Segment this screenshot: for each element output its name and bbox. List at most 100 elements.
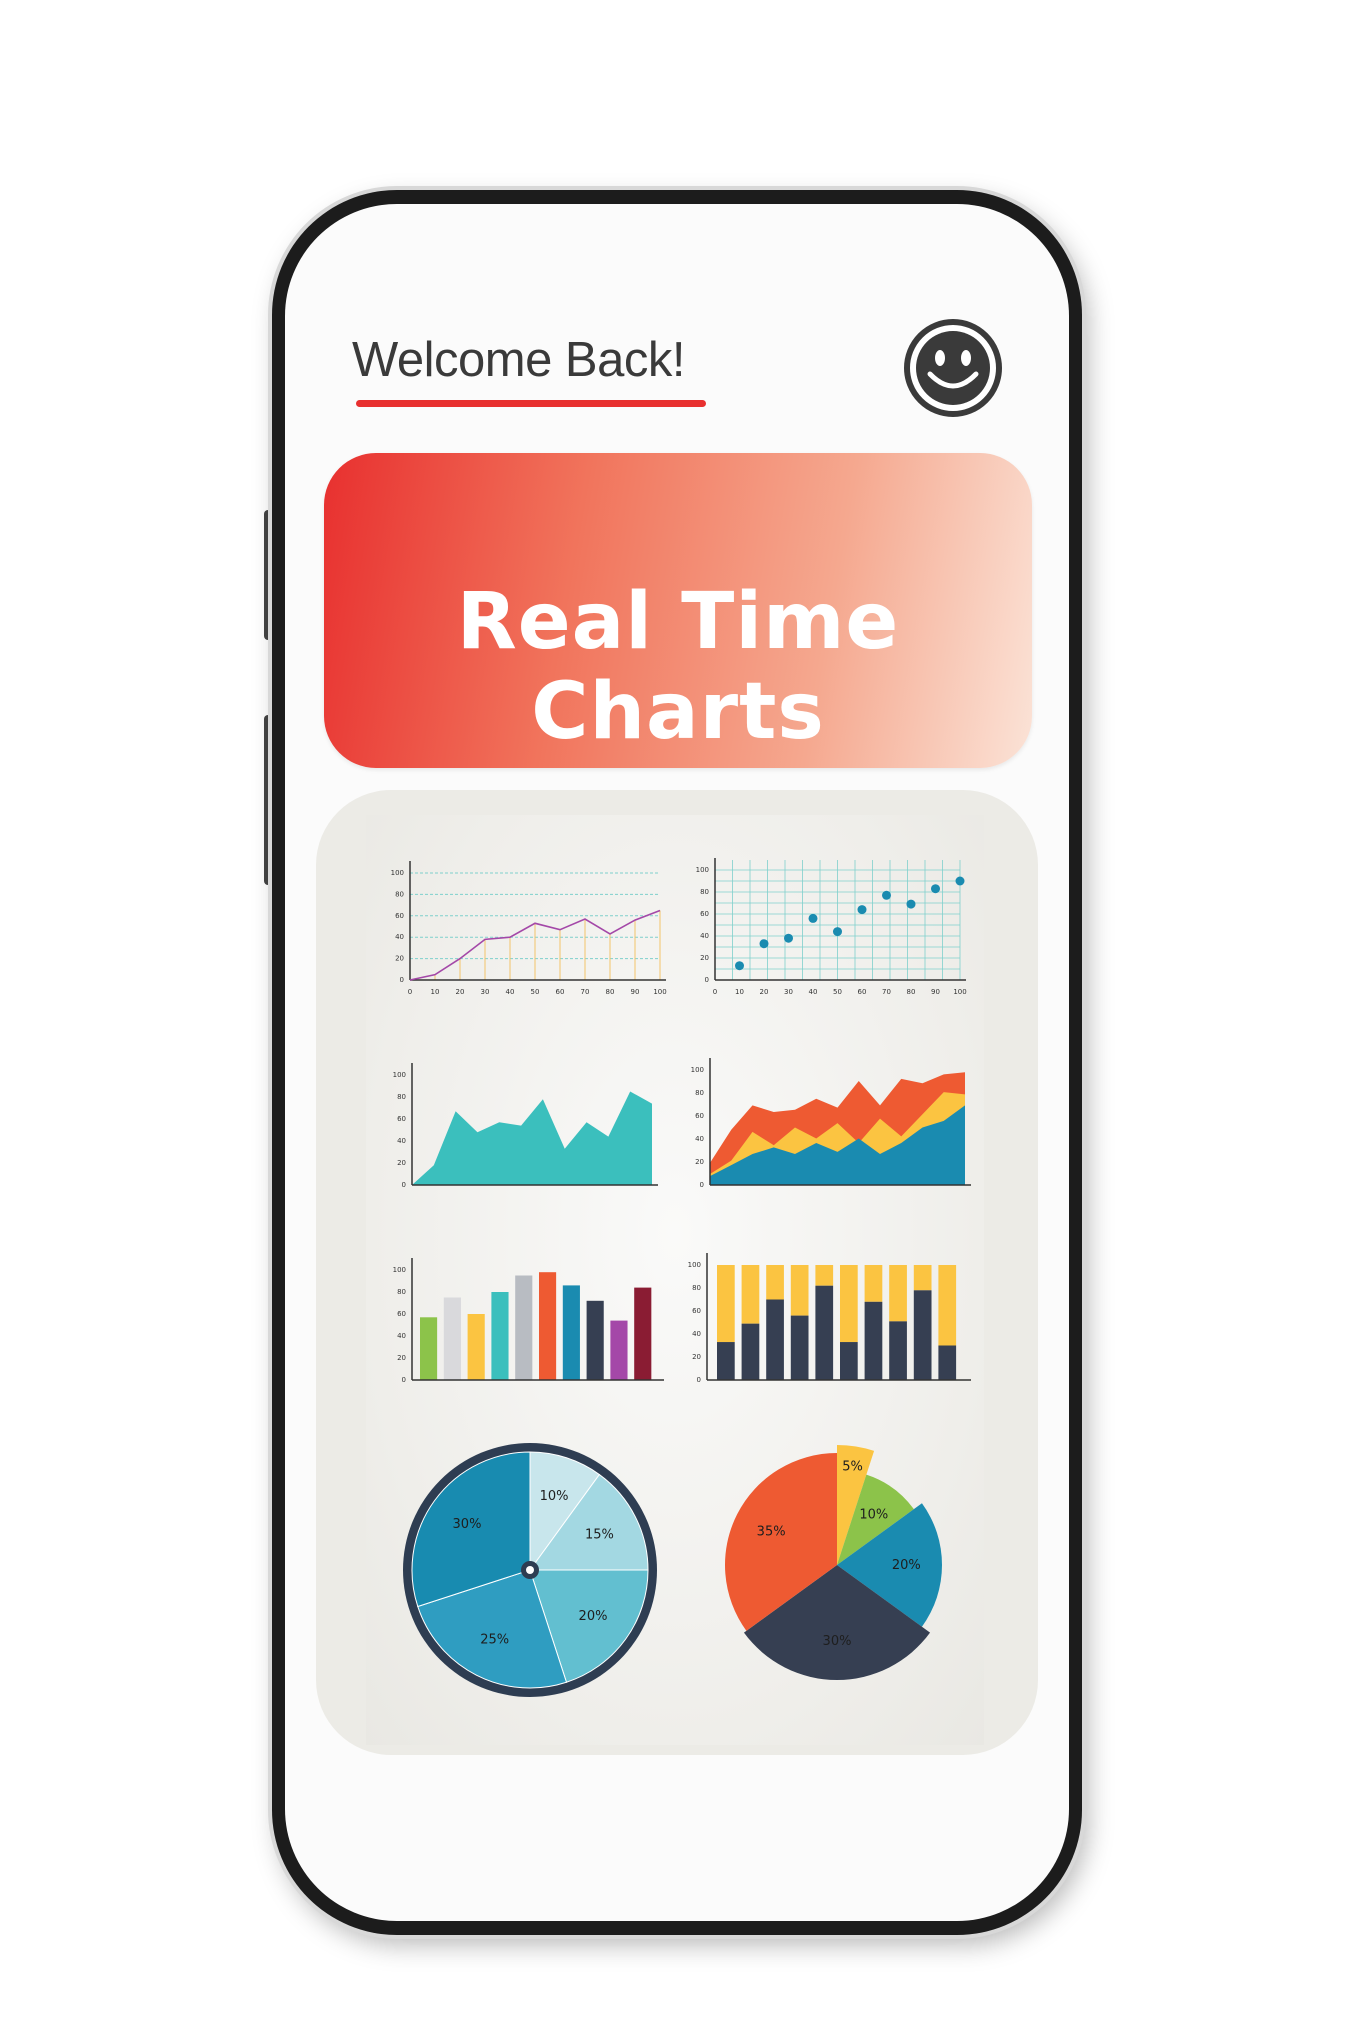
bar-chart-bar xyxy=(634,1287,652,1380)
bar-chart-bar xyxy=(491,1292,509,1380)
stacked-bar-chart-top-segment xyxy=(864,1265,883,1302)
volume-up-button[interactable] xyxy=(264,510,274,640)
welcome-heading: Welcome Back! xyxy=(352,333,685,387)
stacked-area-chart-ytick-label: 80 xyxy=(695,1089,704,1097)
scatter-chart-ytick-label: 0 xyxy=(705,976,709,984)
scatter-chart-point xyxy=(735,961,744,971)
scatter-chart-ytick-label: 80 xyxy=(700,888,709,896)
pie-chart-blue-slice xyxy=(529,1569,649,1683)
pie-chart-exploded-slice xyxy=(837,1503,942,1627)
scatter-chart-point xyxy=(906,899,916,909)
area-chart-area xyxy=(412,1091,652,1185)
scatter-chart-point xyxy=(833,927,842,937)
line-chart-ytick-label: 60 xyxy=(395,912,404,920)
pie-chart-exploded-slice-label: 10% xyxy=(859,1507,888,1522)
area-chart-ytick-label: 100 xyxy=(393,1071,406,1079)
scatter-chart[interactable]: 0 20 40 60 80 100 0 10 20 30 40 50 60 70 80 90 100 xyxy=(685,845,975,1005)
bar-chart[interactable]: 0 20 40 60 80 100 xyxy=(380,1245,670,1395)
pie-chart-exploded[interactable]: 5% 10% 20% 30% 35% xyxy=(705,1435,965,1705)
scatter-chart-point xyxy=(931,884,940,894)
pie-chart-exploded-slice xyxy=(837,1474,914,1565)
stacked-area-chart-ytick-label: 100 xyxy=(691,1066,704,1074)
scatter-chart-xtick-label: 50 xyxy=(833,988,842,996)
stacked-bar-chart-ytick-label: 0 xyxy=(697,1376,701,1384)
bar-chart-ytick-label: 80 xyxy=(397,1288,406,1296)
stacked-bar-chart-top-segment xyxy=(766,1265,784,1300)
stacked-bar-chart-bottom-segment xyxy=(889,1321,907,1380)
stacked-bar-chart-top-segment xyxy=(938,1265,957,1346)
stacked-bar-chart-top-segment xyxy=(889,1265,907,1322)
scatter-chart-point xyxy=(784,933,793,943)
stacked-bar-chart-bottom-segment xyxy=(741,1323,760,1380)
bar-chart-bar xyxy=(562,1285,580,1380)
area-chart-ytick-label: 20 xyxy=(397,1159,406,1167)
scatter-chart-xtick-label: 70 xyxy=(882,988,891,996)
real-time-charts-banner[interactable]: Real Time Charts xyxy=(324,453,1032,768)
scatter-chart-xtick-label: 20 xyxy=(760,988,769,996)
bar-chart-ytick-label: 0 xyxy=(402,1376,406,1384)
line-chart-ytick-label: 100 xyxy=(391,869,404,877)
line-chart-xtick-label: 40 xyxy=(506,988,515,996)
pie-chart-blue-slice xyxy=(529,1473,649,1571)
pie-chart-blue-slice-label: 10% xyxy=(540,1489,569,1504)
stacked-bar-chart-bottom-segment xyxy=(840,1342,858,1380)
stacked-bar-chart-ytick-label: 20 xyxy=(692,1353,701,1361)
welcome-underline xyxy=(356,400,706,407)
line-chart-xtick-label: 0 xyxy=(408,988,412,996)
scatter-chart-ytick-label: 60 xyxy=(700,910,709,918)
bar-chart-bar xyxy=(443,1297,461,1380)
pie-chart-exploded-slice xyxy=(725,1453,837,1631)
bar-chart-bar xyxy=(610,1320,628,1380)
bar-chart-ytick-label: 100 xyxy=(393,1266,406,1274)
stacked-bar-chart-bottom-segment xyxy=(864,1301,883,1380)
pie-chart-blue-slice-label: 25% xyxy=(480,1632,509,1647)
scatter-chart-point xyxy=(955,876,965,886)
scatter-chart-point xyxy=(882,890,891,900)
pie-chart-exploded-slice-label: 35% xyxy=(757,1524,786,1539)
area-chart-ytick-label: 60 xyxy=(397,1115,406,1123)
stacked-area-chart-ytick-label: 20 xyxy=(695,1158,704,1166)
scatter-chart-ytick-label: 20 xyxy=(700,954,709,962)
stacked-bar-chart-ytick-label: 60 xyxy=(692,1307,701,1315)
stacked-bar-chart-top-segment xyxy=(913,1265,932,1291)
scatter-chart-xtick-label: 30 xyxy=(784,988,793,996)
volume-down-button[interactable] xyxy=(264,715,274,885)
bar-chart-bar xyxy=(515,1275,533,1380)
stacked-bar-chart[interactable]: 0 20 40 60 80 100 xyxy=(685,1245,975,1395)
line-chart-xtick-label: 70 xyxy=(581,988,590,996)
scatter-chart-xtick-label: 0 xyxy=(713,988,717,996)
scatter-chart-point xyxy=(808,913,818,923)
pie-chart-exploded-slice-label: 20% xyxy=(892,1558,921,1573)
line-chart-ytick-label: 80 xyxy=(395,890,404,898)
stacked-bar-chart-bottom-segment xyxy=(790,1315,809,1380)
scatter-chart-ytick-label: 40 xyxy=(700,932,709,940)
stacked-bar-chart-top-segment xyxy=(790,1265,809,1316)
line-chart-xtick-label: 30 xyxy=(481,988,490,996)
line-chart-xtick-label: 50 xyxy=(531,988,540,996)
pie-chart-exploded-slice-label: 30% xyxy=(823,1634,852,1649)
stacked-bar-chart-top-segment xyxy=(840,1265,858,1343)
area-chart[interactable]: 0 20 40 60 80 100 xyxy=(380,1050,670,1200)
stacked-bar-chart-ytick-label: 100 xyxy=(688,1261,701,1269)
bar-chart-bar xyxy=(467,1314,485,1380)
area-chart-ytick-label: 0 xyxy=(402,1181,406,1189)
bar-chart-ytick-label: 60 xyxy=(397,1310,406,1318)
line-chart-ytick-label: 0 xyxy=(400,976,404,984)
line-chart[interactable]: 0 20 40 60 80 100 0 10 20 30 40 50 60 70 80 90 100 xyxy=(380,845,670,1005)
stacked-bar-chart-bottom-segment xyxy=(938,1345,957,1380)
stacked-bar-chart-bottom-segment xyxy=(766,1299,784,1380)
pie-chart-blue[interactable]: 10% 15% 20% 25% 30% xyxy=(395,1435,665,1705)
pie-chart-blue-slice xyxy=(417,1569,568,1689)
line-chart-xtick-label: 20 xyxy=(456,988,465,996)
stacked-area-chart-ytick-label: 40 xyxy=(695,1135,704,1143)
line-chart-xtick-label: 10 xyxy=(431,988,440,996)
pie-chart-blue-slice-label: 20% xyxy=(579,1609,608,1624)
scatter-chart-xtick-label: 90 xyxy=(931,988,940,996)
stacked-area-chart[interactable]: 0 20 40 60 80 100 xyxy=(685,1050,975,1200)
bar-chart-bar xyxy=(539,1272,557,1380)
scatter-chart-xtick-label: 40 xyxy=(809,988,818,996)
pie-chart-exploded-slice xyxy=(743,1565,931,1680)
smiley-face-icon[interactable] xyxy=(903,318,1003,418)
bar-chart-bar xyxy=(420,1317,438,1380)
stacked-bar-chart-ytick-label: 40 xyxy=(692,1330,701,1338)
